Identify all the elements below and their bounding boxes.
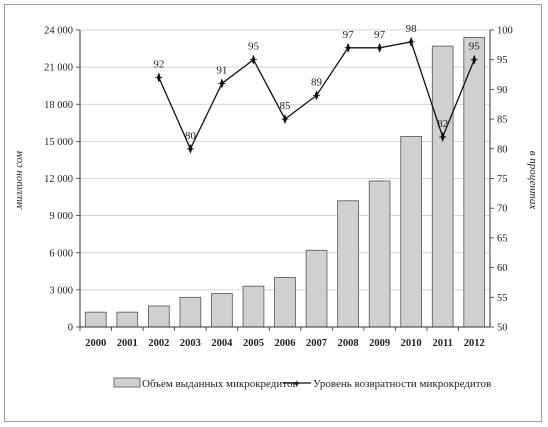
bar [116, 311, 139, 328]
bar [274, 277, 296, 328]
legend-bar-swatch [113, 377, 141, 388]
left-tick-label: 0 [68, 323, 73, 334]
right-tick-label: 50 [497, 323, 508, 334]
bar [84, 311, 107, 328]
legend: Объем выданных микрокредитов ✦ Уровень в… [113, 377, 491, 390]
right-tick-label: 100 [497, 26, 513, 37]
line-data-label: 85 [280, 100, 292, 112]
line-data-label: 98 [406, 23, 418, 35]
x-tick-label: 2001 [117, 338, 138, 349]
bar-series [84, 37, 486, 328]
left-axis-title: миллион сом [13, 151, 25, 210]
line-data-label: 89 [311, 76, 323, 88]
left-tick-label: 24 000 [44, 26, 73, 37]
line-point [186, 143, 194, 154]
legend-line-label: Уровень возвратности микрокредитов [313, 378, 491, 390]
right-tick-label: 80 [497, 144, 508, 155]
x-tick-label: 2010 [401, 338, 422, 349]
right-tick-label: 65 [497, 233, 508, 244]
right-tick-label: 60 [497, 263, 508, 274]
right-tick-label: 75 [497, 174, 508, 185]
line-point [155, 72, 163, 83]
line-point [218, 78, 226, 89]
bar [431, 45, 454, 328]
x-tick-label: 2012 [464, 338, 485, 349]
line-point [281, 114, 289, 125]
legend-bar-label: Объем выданных микрокредитов [142, 378, 298, 390]
legend-line-marker: ✦ [293, 379, 301, 390]
x-tick-label: 2000 [85, 338, 106, 349]
line-data-label: 95 [248, 41, 260, 53]
line-data-label: 97 [343, 29, 355, 41]
bar [148, 305, 170, 328]
x-tick-label: 2002 [148, 338, 169, 349]
x-tick-label: 2006 [275, 338, 296, 349]
x-tick-label: 2011 [432, 338, 452, 349]
left-tick-label: 6 000 [49, 248, 73, 259]
x-tick-label: 2007 [306, 338, 327, 349]
left-tick-label: 21 000 [44, 63, 73, 74]
right-tick-label: 55 [497, 293, 508, 304]
line-data-label: 97 [374, 29, 386, 41]
left-tick-label: 9 000 [49, 211, 73, 222]
axes [76, 29, 494, 331]
x-tick-label: 2003 [180, 338, 201, 349]
left-tick-label: 18 000 [44, 100, 73, 111]
bar [211, 293, 233, 328]
x-tick-label: 2008 [338, 338, 359, 349]
line-series [155, 36, 478, 154]
line-point [376, 42, 384, 53]
line-point [249, 54, 257, 65]
line-point [313, 90, 321, 101]
bar [400, 136, 422, 328]
bar [368, 180, 391, 328]
line-data-label: 80 [185, 130, 197, 142]
bar [179, 296, 202, 328]
bar [242, 285, 265, 328]
bar [463, 37, 486, 328]
labels: 0 3 000 6 000 9 000 12 000 15 000 18 000 21 000… [44, 23, 513, 349]
line-point [407, 36, 415, 47]
x-tick-label: 2009 [369, 338, 390, 349]
right-tick-label: 95 [497, 55, 508, 66]
grid-lines [80, 29, 490, 291]
x-tick-label: 2005 [243, 338, 264, 349]
line-data-label: 92 [153, 59, 164, 71]
line-point [470, 54, 478, 65]
x-tick-label: 2004 [211, 338, 233, 349]
line-data-label: 95 [469, 41, 481, 53]
line-point [344, 42, 352, 53]
right-axis-title: в процентах [527, 151, 539, 210]
right-tick-label: 90 [497, 85, 508, 96]
line-point [439, 131, 447, 142]
left-tick-label: 15 000 [44, 137, 73, 148]
right-tick-label: 70 [497, 204, 508, 215]
line-data-label: 91 [216, 64, 227, 76]
left-tick-label: 12 000 [44, 174, 73, 185]
bar [305, 249, 328, 328]
right-tick-label: 85 [497, 115, 508, 126]
left-tick-label: 3 000 [49, 285, 73, 296]
bar [337, 200, 359, 328]
line-data-label: 82 [437, 118, 448, 130]
